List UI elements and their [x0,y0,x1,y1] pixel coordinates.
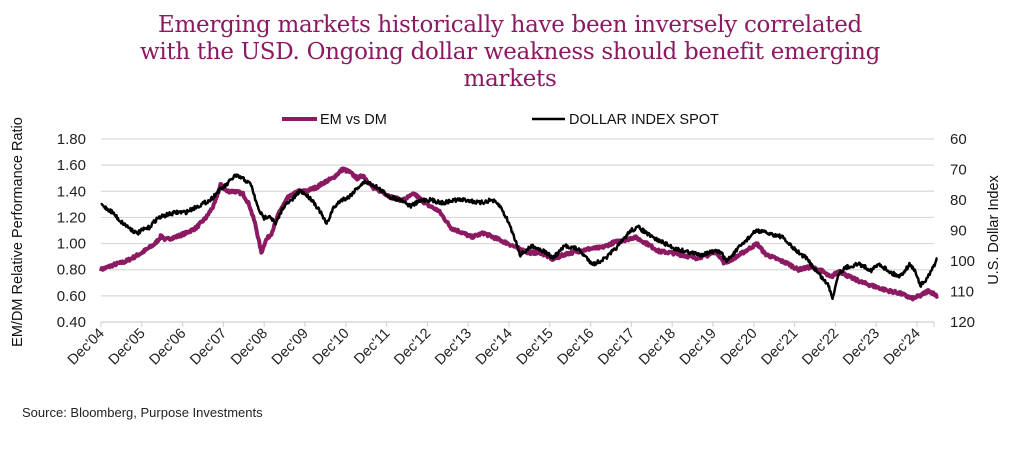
x-tick-label: Dec'15 [514,326,557,369]
x-tick-label: Dec'10 [310,326,353,369]
source-note: Source: Bloomberg, Purpose Investments [22,405,263,420]
y-tick-label: 1.00 [57,236,86,253]
y-axis-left-ticks: 1.80 1.60 1.40 1.20 1.00 0.80 0.60 0.40 [57,131,86,331]
x-tick-label: Dec'17 [595,326,638,369]
legend-label-dollar: DOLLAR INDEX SPOT [569,112,719,128]
y-axis-left-title: EM/DM Relative Performance Ratio [10,117,26,347]
x-tick-label: Dec'06 [147,326,190,369]
x-tick-label: Dec'11 [351,326,393,368]
y2-tick-label: 110 [950,284,974,301]
y-axis-right-title: U.S. Dollar Index [986,174,1002,284]
gridlines [101,138,934,323]
x-tick-label: Dec'04 [65,326,108,369]
x-tick-label: Dec'20 [718,326,761,369]
x-tick-label: Dec'09 [269,326,312,369]
x-tick-label: Dec'24 [881,326,924,369]
y2-tick-label: 70 [950,162,967,179]
x-tick-label: Dec'19 [677,326,720,369]
x-tick-label: Dec'14 [473,326,516,369]
x-tick-label: Dec'23 [840,326,883,369]
x-tick-label: Dec'07 [187,326,230,369]
y-tick-label: 0.80 [57,262,86,279]
y-tick-label: 1.60 [57,157,86,174]
series-line-em-vs-dm [99,166,939,302]
y-tick-label: 0.40 [57,314,86,331]
legend: EM vs DM DOLLAR INDEX SPOT [282,112,719,128]
x-tick-label: Dec'22 [799,326,842,369]
x-axis-ticks: Dec'04Dec'05Dec'06Dec'07Dec'08Dec'09Dec'… [65,322,935,369]
x-tick-label: Dec'05 [106,326,149,369]
y-axis-right-ticks: 60 70 80 90 100 110 120 [950,131,975,331]
x-tick-label: Dec'13 [432,326,475,369]
series-lines [99,166,939,302]
y2-tick-label: 120 [950,314,975,331]
x-tick-label: Dec'21 [759,326,802,369]
chart-title: Emerging markets historically have been … [140,12,880,92]
y-tick-label: 0.60 [57,288,86,305]
y-tick-label: 1.80 [57,131,86,148]
y2-tick-label: 60 [950,131,967,148]
y2-tick-label: 90 [950,223,967,240]
y2-tick-label: 80 [950,192,967,209]
series-line-dollar-index [100,173,939,301]
y-tick-label: 1.40 [57,183,86,200]
y2-tick-label: 100 [950,253,975,270]
x-tick-label: Dec'12 [391,326,434,369]
x-tick-label: Dec'16 [555,326,598,369]
x-tick-label: Dec'08 [228,326,271,369]
y-tick-label: 1.20 [57,209,86,226]
x-tick-label: Dec'18 [636,326,679,369]
legend-label-em: EM vs DM [320,112,387,128]
